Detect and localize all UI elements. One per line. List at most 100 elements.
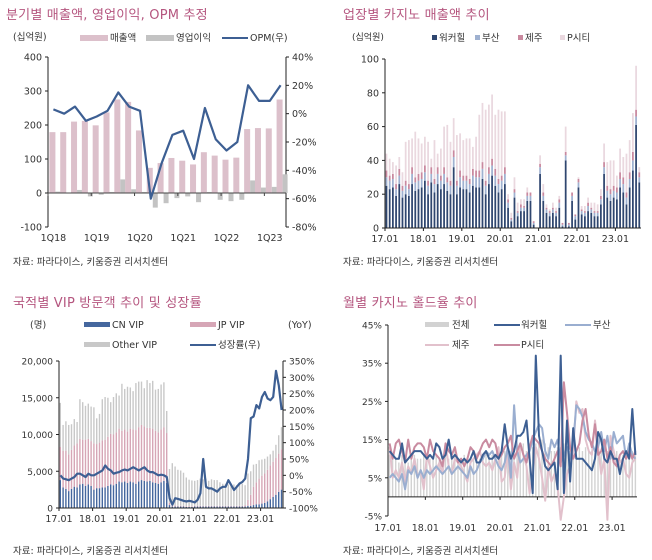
stack-bar-P시티 [491,94,493,159]
x-tick-label: 23.01 [247,514,274,525]
stack-bar-P시티 [481,102,484,163]
stack-bar-P시티 [638,167,641,173]
stack-bar-워커힐 [632,170,634,228]
right-axis-tick-label: 300% [289,374,315,384]
stack-bar-제주 [564,151,567,156]
stack-bar-워커힐 [577,187,580,228]
stack-bar-부산 [440,180,442,190]
stack-bar-부산 [590,209,593,213]
revenue-bar [211,155,218,193]
legend-other-label: Other VIP [112,340,157,351]
stack-bar-CN-VIP [236,506,238,508]
op-profit-bar [217,193,223,200]
stack-bar-JP-VIP [82,439,84,484]
stack-bar-부산 [500,180,503,190]
stack-bar-제주 [440,175,442,181]
stack-bar-제주 [596,211,599,213]
stack-bar-JP-VIP [168,502,171,506]
stack-bar-P시티 [456,135,458,181]
stack-bar-Other-VIP [143,388,145,427]
stack-bar-부산 [494,175,497,186]
legend-walkerhill-label: 워커힐 [521,319,547,331]
stack-bar-P시티 [625,153,628,193]
op-profit-bar [141,191,147,193]
legend-swatch-3 [560,35,565,40]
stack-bar-부산 [516,212,519,217]
stack-bar-부산 [408,189,410,196]
right-axis-tick-label: 20% [292,81,313,92]
stack-bar-워커힐 [507,207,509,228]
total-hold-bar [612,454,615,497]
stack-bar-Other-VIP [236,485,238,506]
stack-bar-Other-VIP [255,463,257,483]
stack-bar-CN-VIP [154,483,157,508]
stack-bar-JP-VIP [126,431,129,484]
stack-bar-워커힐 [472,185,474,228]
legend-label: 워커힐 [439,32,465,44]
revenue-bar [222,159,229,193]
stack-bar-Other-VIP [160,384,162,430]
stack-bar-CN-VIP [272,496,274,508]
total-hold-bar [513,451,515,497]
stack-bar-부산 [392,178,394,188]
stack-bar-CN-VIP [216,506,218,508]
legend-total-label: 전체 [452,320,469,331]
stack-bar-부산 [616,192,618,200]
stack-bar-P시티 [606,162,609,186]
stack-bar-JP-VIP [73,445,75,487]
legend-swatch-0 [432,35,437,40]
stack-bar-CN-VIP [143,480,145,508]
stack-bar-JP-VIP [163,427,165,481]
left-axis-tick-label: 300 [24,87,42,98]
x-tick-label: 23.01 [602,234,629,245]
stack-bar-워커힐 [443,184,445,228]
stack-bar-Other-VIP [82,402,84,440]
stack-bar-제주 [481,162,484,169]
right-axis-tick-label: 100% [289,439,315,449]
stack-bar-CN-VIP [140,480,143,508]
stack-bar-Other-VIP [87,403,89,439]
stack-bar-부산 [545,209,548,213]
stack-bar-제주 [459,170,461,178]
chart3-source: 자료: 파라다이스, 키움증권 리서치센터 [13,546,169,557]
stack-bar-Other-VIP [168,469,171,503]
stack-bar-P시티 [504,111,506,168]
stack-bar-P시티 [555,207,557,212]
right-axis-tick-label: 150% [289,423,315,433]
left-axis-tick-label: -100 [20,223,42,234]
stack-bar-CN-VIP [157,483,159,508]
left-axis-tick-label: 45% [362,322,382,332]
stack-bar-JP-VIP [250,494,252,506]
stack-bar-Other-VIP [208,480,210,506]
stack-bar-제주 [401,185,404,191]
stack-bar-제주 [548,211,551,213]
stack-bar-Other-VIP [224,483,227,506]
x-tick-label: 17.01 [371,234,398,245]
stack-bar-JP-VIP [76,443,78,488]
stack-bar-Other-VIP [138,381,140,428]
stack-bar-부산 [555,212,557,217]
total-hold-bar [591,451,593,497]
stack-bar-JP-VIP [115,432,117,484]
stack-bar-Other-VIP [157,388,159,433]
stack-bar-Other-VIP [252,464,255,487]
legend-pcity-label: P시티 [521,340,544,351]
stack-bar-부산 [430,173,433,183]
total-hold-bar [438,458,441,497]
left-axis-tick-label: 0 [36,189,42,200]
stack-bar-CN-VIP [152,482,154,508]
stack-bar-CN-VIP [171,506,173,508]
x-tick-label: 1Q19 [84,233,110,244]
stack-bar-Other-VIP [101,399,103,441]
legend-jp-label: JP VIP [217,320,245,331]
right-axis-tick-label: 40% [292,53,313,64]
stack-bar-CN-VIP [73,486,75,508]
stack-bar-JP-VIP [185,506,187,507]
stack-bar-JP-VIP [210,505,213,507]
total-hold-bar [519,447,521,497]
stack-bar-부산 [532,222,535,225]
stack-bar-JP-VIP [180,505,182,507]
total-hold-bar [550,451,553,497]
x-tick-label: 18.01 [410,234,437,245]
total-hold-bar [451,454,453,497]
